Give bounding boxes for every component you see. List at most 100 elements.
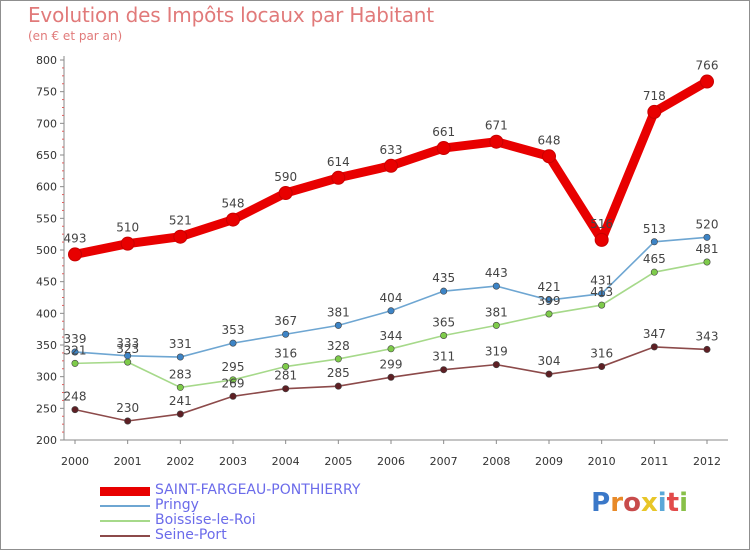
data-point [71,406,79,414]
chart-subtitle: (en € et par an) [28,29,123,43]
x-tick-label: 2012 [693,455,721,468]
data-label: 648 [538,133,561,147]
x-tick-label: 2000 [61,455,89,468]
data-point [282,330,290,338]
data-label: 431 [590,274,613,288]
data-point [176,383,184,391]
y-tick-label: 550 [36,212,57,225]
data-label: 316 [590,347,613,361]
data-point-saint-fargeau [700,74,714,89]
data-label: 481 [696,242,719,256]
data-label: 365 [432,316,455,330]
data-point [124,352,132,360]
logo-letter: x [640,488,658,518]
data-point [282,363,290,371]
legend-swatch-boissise [100,520,150,522]
data-label: 513 [643,222,666,236]
data-label: 493 [64,231,87,245]
x-tick-label: 2009 [535,455,563,468]
data-point [545,296,553,304]
data-label: 316 [274,347,297,361]
data-label: 520 [696,217,719,231]
data-point-saint-fargeau [120,236,135,251]
data-label: 311 [432,350,455,364]
data-point [492,282,500,290]
chart-legend: SAINT-FARGEAU-PONTHIERRY Pringy Boissise… [100,482,420,544]
data-point-saint-fargeau [173,229,188,244]
data-point [71,348,79,356]
data-point-saint-fargeau [542,149,556,164]
x-tick-label: 2001 [114,455,142,468]
data-label: 404 [380,291,403,305]
data-label: 718 [643,89,666,103]
data-point [176,410,184,418]
x-tick-label: 2006 [377,455,405,468]
data-point [492,361,500,369]
data-point [650,268,658,276]
data-point [703,345,711,353]
data-point [703,233,711,241]
data-point [334,355,342,363]
data-label: 521 [169,214,192,228]
y-tick-label: 800 [36,54,57,67]
x-tick-label: 2011 [640,455,668,468]
legend-swatch-pringy [100,505,150,507]
data-label: 323 [116,342,139,356]
data-point [650,238,658,246]
data-point [492,321,500,329]
data-point [124,358,132,366]
data-label: 347 [643,327,666,341]
data-label: 285 [327,366,350,380]
data-label: 248 [64,390,87,404]
legend-label-saint-fargeau: SAINT-FARGEAU-PONTHIERRY [155,482,361,498]
logo-letter: i [657,488,667,518]
data-point-saint-fargeau [384,158,398,173]
data-point [650,343,658,351]
data-label: 633 [380,143,403,157]
data-label: 333 [116,336,139,350]
data-point [176,353,184,361]
data-point [440,366,448,374]
data-label: 381 [485,305,508,319]
data-label: 548 [222,197,245,211]
data-label: 671 [485,119,508,133]
x-tick-label: 2004 [272,455,300,468]
data-point [703,258,711,266]
legend-item-seine-port: Seine-Port [100,527,420,544]
x-tick-label: 2008 [482,455,510,468]
x-tick-label: 2003 [219,455,247,468]
data-label: 510 [116,221,139,235]
data-label: 614 [327,155,350,169]
data-label: 230 [116,401,139,415]
data-point [598,301,606,309]
data-label: 435 [432,271,455,285]
data-label: 353 [222,323,245,337]
data-point [229,376,237,384]
data-label: 331 [169,337,192,351]
proxiti-logo: Proxiti [591,488,688,518]
data-label: 367 [274,314,297,328]
y-tick-label: 400 [36,307,57,320]
x-tick-label: 2005 [324,455,352,468]
x-tick-label: 2002 [166,455,194,468]
legend-label-boissise: Boissise-le-Roi [155,512,256,528]
logo-letter: P [591,488,611,518]
data-point [387,307,395,315]
data-label: 766 [696,59,719,73]
data-point [387,373,395,381]
data-label: 399 [538,294,561,308]
legend-label-pringy: Pringy [155,497,199,513]
y-tick-label: 750 [36,86,57,99]
legend-label-seine-port: Seine-Port [155,527,227,543]
logo-letter: o [623,488,641,518]
data-point [440,331,448,339]
y-tick-label: 650 [36,149,57,162]
data-point-saint-fargeau [68,247,82,262]
data-point [334,321,342,329]
data-label: 319 [485,345,508,359]
y-tick-label: 700 [36,117,57,130]
data-point [124,417,132,425]
legend-swatch-saint-fargeau [100,487,150,496]
data-point [334,382,342,390]
